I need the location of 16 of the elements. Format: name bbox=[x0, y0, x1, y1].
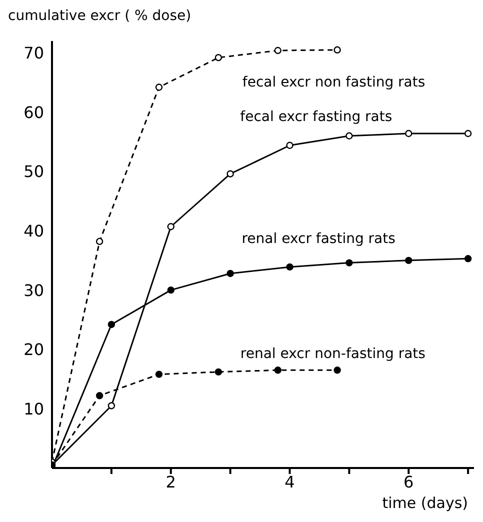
x-tick-label: 4 bbox=[284, 472, 295, 492]
series-label: renal excr fasting rats bbox=[242, 230, 396, 247]
x-axis-title: time (days) bbox=[382, 494, 468, 512]
series-label: fecal excr non fasting rats bbox=[242, 74, 426, 91]
y-tick-label: 30 bbox=[24, 280, 44, 300]
y-tick-label: 40 bbox=[24, 221, 44, 240]
x-tick-label: 6 bbox=[404, 472, 414, 492]
y-axis-title: cumulative excr ( % dose) bbox=[8, 8, 192, 24]
y-tick-label: 50 bbox=[24, 162, 44, 182]
series-label: fecal excr fasting rats bbox=[240, 108, 392, 125]
y-tick-label: 70 bbox=[24, 44, 44, 63]
y-tick-label: 20 bbox=[24, 340, 44, 360]
x-tick-label: 2 bbox=[166, 472, 176, 492]
series-label: renal excr non-fasting rats bbox=[240, 346, 426, 362]
y-tick-label: 60 bbox=[24, 102, 44, 122]
y-tick-label: 10 bbox=[24, 399, 44, 418]
